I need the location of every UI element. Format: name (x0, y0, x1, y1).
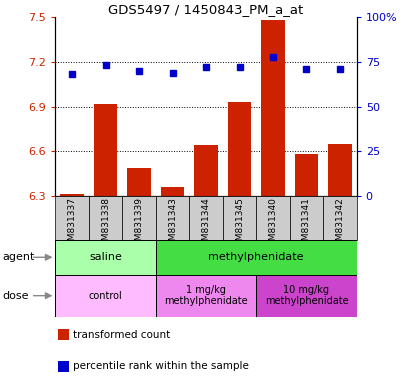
Bar (127, 167, 151, 196)
Text: methylphenidate: methylphenidate (208, 252, 303, 262)
Bar (322, 196, 356, 240)
Bar (89, 196, 122, 240)
Bar (155, 196, 189, 240)
Text: GSM831344: GSM831344 (201, 197, 210, 252)
Text: transformed count: transformed count (73, 329, 170, 339)
Bar (261, 20, 284, 196)
Bar (58, 361, 69, 372)
Bar (55, 275, 155, 317)
Text: GSM831340: GSM831340 (268, 197, 277, 252)
Text: GSM831345: GSM831345 (234, 197, 243, 252)
Bar (294, 154, 317, 196)
Bar (194, 145, 217, 196)
Bar (289, 196, 322, 240)
Text: GSM831342: GSM831342 (335, 197, 344, 252)
Bar (60, 194, 83, 196)
Text: control: control (88, 291, 122, 301)
Text: agent: agent (2, 252, 34, 262)
Text: saline: saline (89, 252, 122, 262)
Text: GSM831343: GSM831343 (168, 197, 177, 252)
Bar (328, 144, 351, 196)
Bar (222, 196, 256, 240)
Text: GSM831338: GSM831338 (101, 197, 110, 252)
Bar (58, 329, 69, 340)
Bar (256, 275, 356, 317)
Bar (155, 275, 256, 317)
Bar (94, 104, 117, 196)
Text: GSM831341: GSM831341 (301, 197, 310, 252)
Text: dose: dose (2, 291, 29, 301)
Title: GDS5497 / 1450843_PM_a_at: GDS5497 / 1450843_PM_a_at (108, 3, 303, 16)
Text: percentile rank within the sample: percentile rank within the sample (73, 361, 249, 371)
Bar (55, 240, 155, 275)
Text: GSM831339: GSM831339 (134, 197, 143, 252)
Text: 1 mg/kg
methylphenidate: 1 mg/kg methylphenidate (164, 285, 247, 306)
Text: 10 mg/kg
methylphenidate: 10 mg/kg methylphenidate (264, 285, 347, 306)
Bar (155, 240, 356, 275)
Bar (227, 102, 251, 196)
Text: GSM831337: GSM831337 (67, 197, 76, 252)
Bar (189, 196, 222, 240)
Bar (55, 196, 89, 240)
Bar (122, 196, 155, 240)
Bar (256, 196, 289, 240)
Bar (160, 187, 184, 196)
